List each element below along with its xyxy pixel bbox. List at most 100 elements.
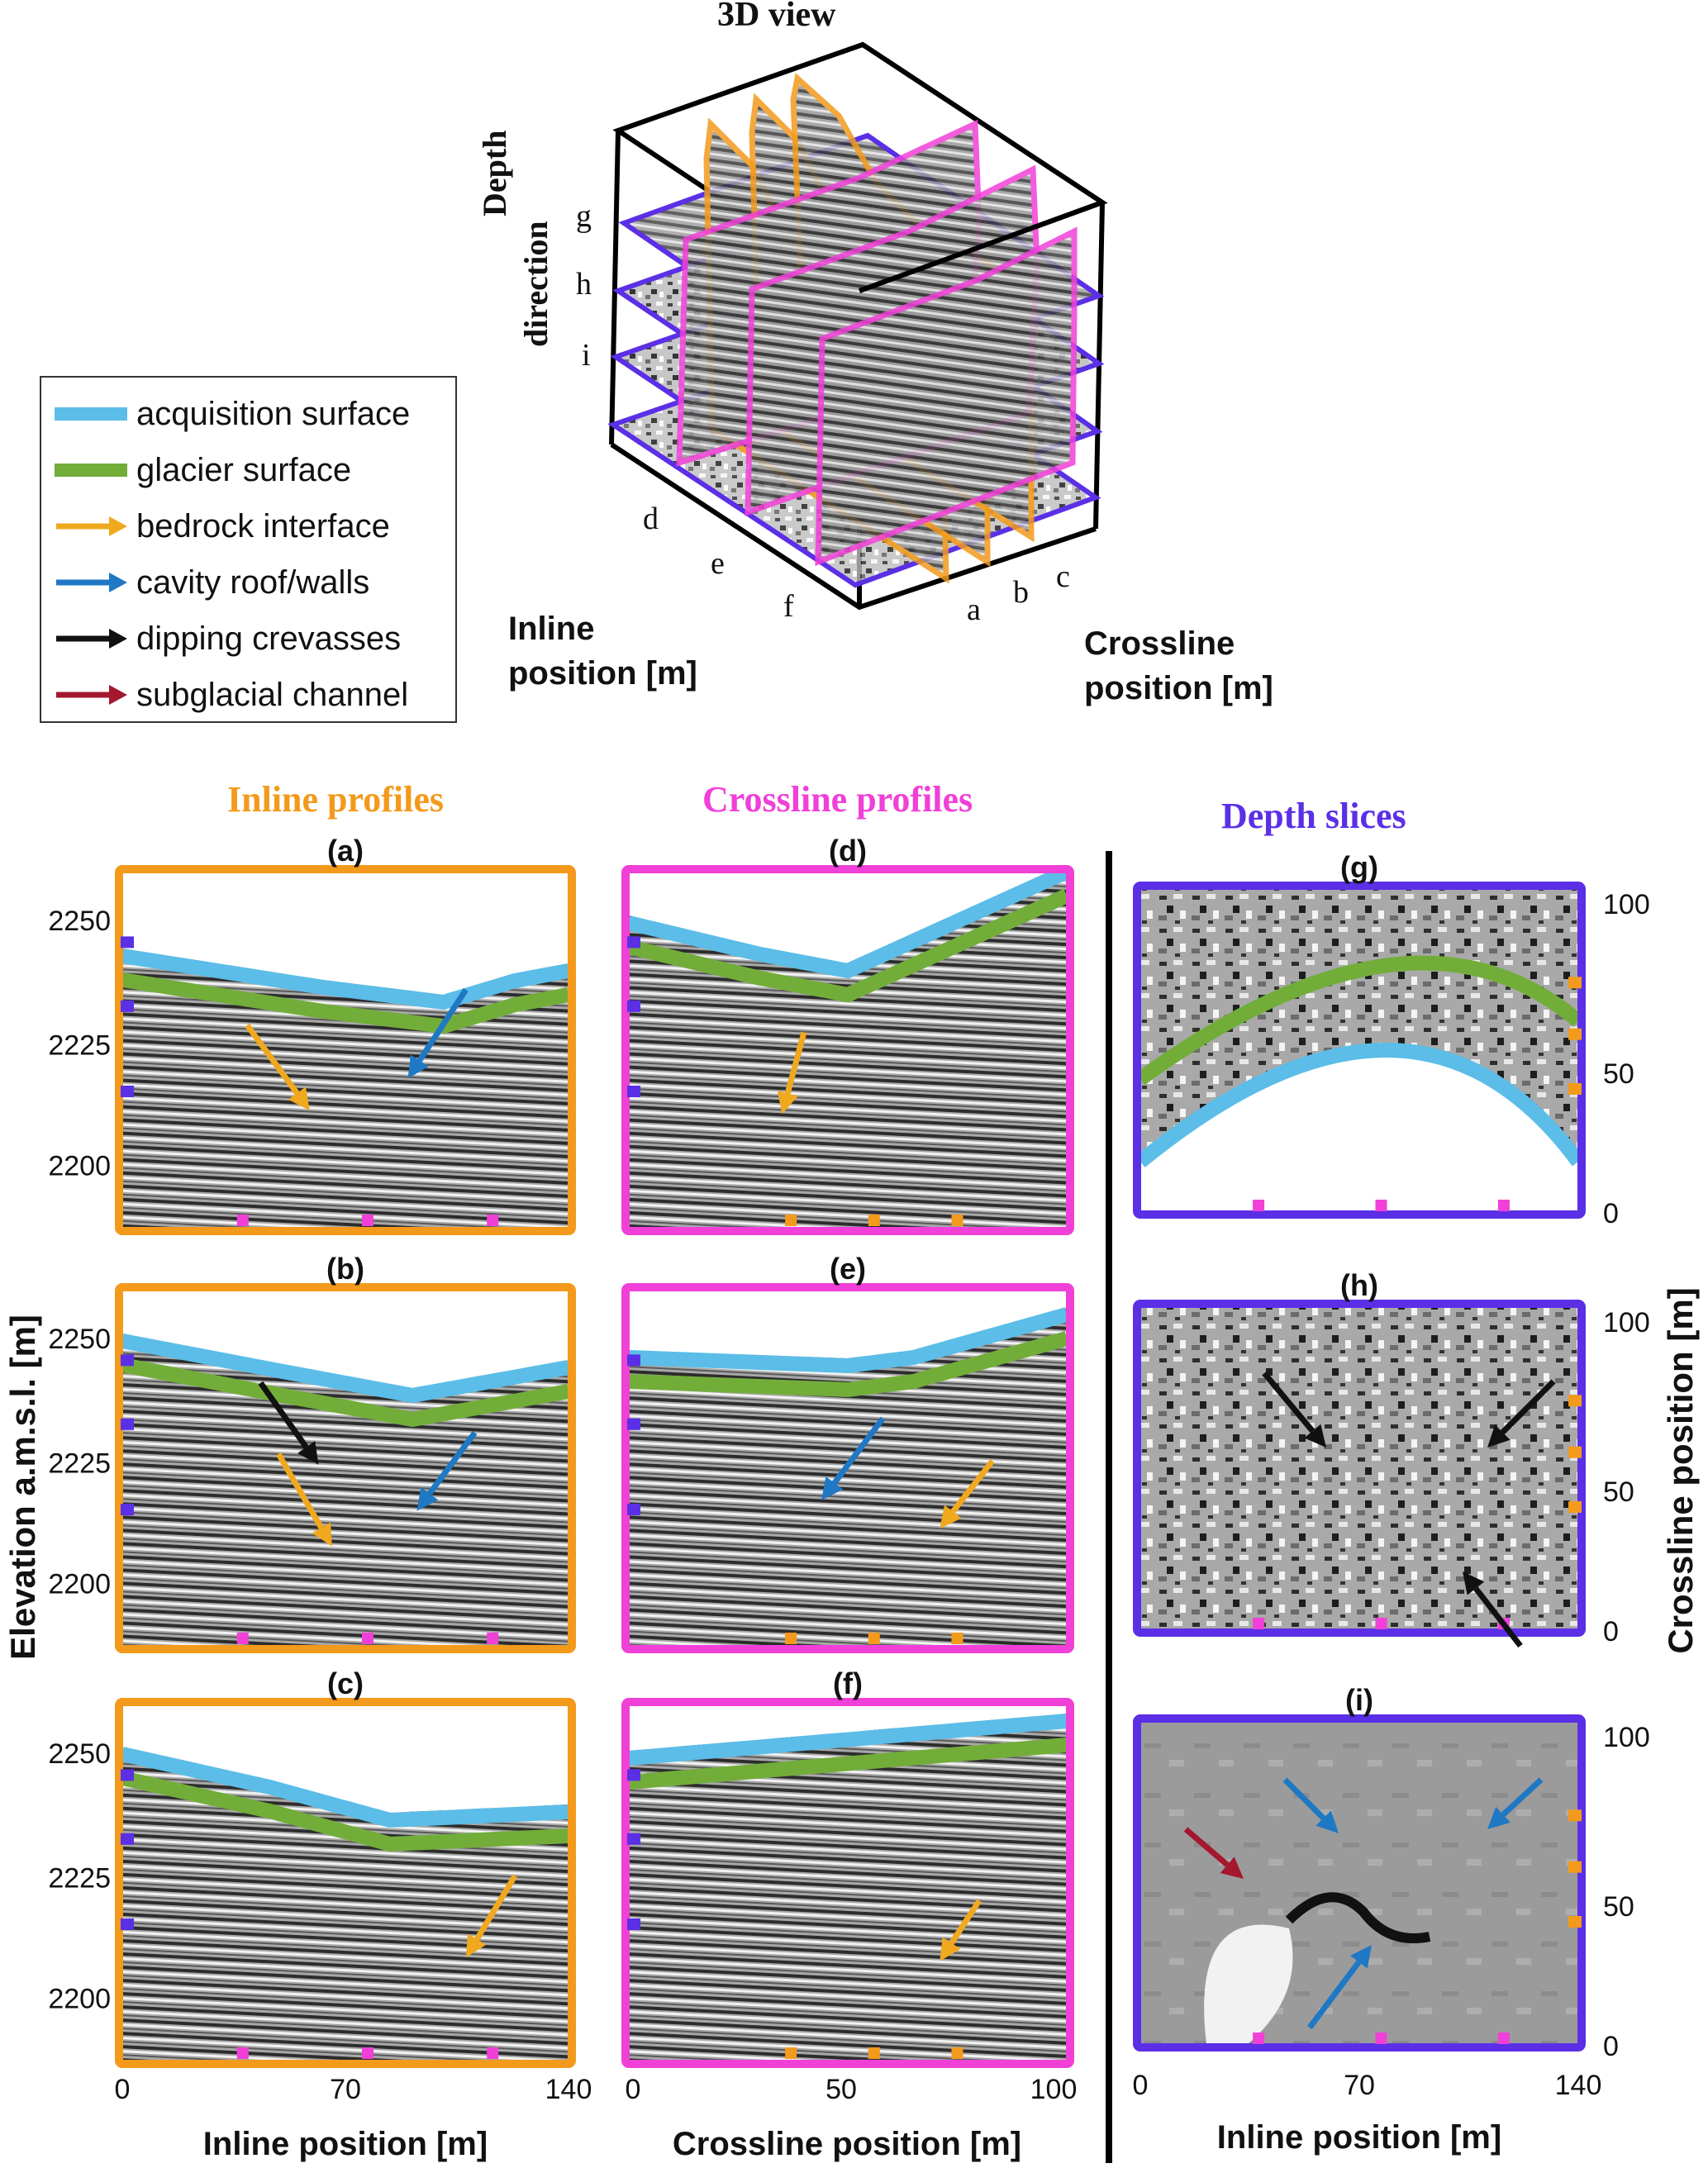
panel-h-marker (1568, 1395, 1582, 1407)
panel-g-marker (1497, 1200, 1510, 1211)
cube-title: 3D view (717, 0, 836, 34)
slice-i-label: i (582, 338, 591, 373)
depth-y-tick-label: 100 (1603, 1722, 1650, 1753)
panel-i-arrow (1307, 1945, 1372, 2030)
depth-y-tick-label: 50 (1603, 1476, 1634, 1508)
panel-h (1133, 1300, 1586, 1637)
depth-y-tick-label: 0 (1603, 1616, 1619, 1647)
inline-tick-label: 140 (545, 2074, 592, 2105)
panel-a-marker (487, 1215, 499, 1226)
elevation-tick-label: 2250 (48, 1324, 111, 1355)
panel-e-arrow (940, 1459, 995, 1529)
channel-arrow-icon (56, 685, 127, 705)
panel-d-air (629, 864, 1067, 963)
legend-item-cavity: cavity roof/walls (41, 556, 455, 612)
panel-i-frame (1133, 1714, 1586, 2052)
cavity-arrow-icon (56, 573, 127, 592)
elevation-tick-label: 2200 (48, 1569, 111, 1600)
panel-a-depth-marker (121, 1000, 134, 1012)
panel-a-acquisition-surface (121, 948, 570, 1010)
panel-i-cavity (1285, 1892, 1431, 1943)
depth-slices-header: Depth slices (1221, 796, 1406, 836)
panel-e-air (629, 1291, 1067, 1358)
panel-a-depth-marker (121, 1086, 134, 1097)
elevation-tick-label: 2200 (48, 1151, 111, 1182)
panel-b (115, 1283, 576, 1653)
legend-item-glacier-surface: glacier surface (41, 444, 455, 500)
panel-g-marker (1375, 1200, 1387, 1211)
depth-y-tick-label: 50 (1603, 1891, 1634, 1923)
acquisition-surface-swatch (55, 407, 127, 421)
panel-i-marker (1497, 2032, 1510, 2044)
panel-a-marker (236, 1215, 249, 1226)
profile-f-label: f (783, 589, 794, 624)
panel-i-marker (1568, 1809, 1582, 1822)
profile-b-label: b (1013, 575, 1029, 610)
panel-c-depth-marker (121, 1918, 134, 1930)
panel-h-marker (1375, 1618, 1387, 1629)
panel-f-frame (621, 1698, 1074, 2068)
panel-a-title: (a) (327, 834, 364, 868)
panel-b-acquisition-surface (121, 1334, 570, 1404)
panel-g-marker (1253, 1200, 1265, 1211)
panel-b-frame (115, 1283, 576, 1653)
crossline-profiles-header: Crossline profiles (702, 779, 973, 820)
inline-tick-label: 0 (115, 2074, 131, 2105)
panel-g-acquisition-surface (1135, 1043, 1585, 1167)
panel-h-frame (1133, 1300, 1586, 1637)
bedrock-arrow-icon (56, 516, 127, 536)
panel-d-depth-marker (627, 1086, 640, 1097)
panel-b-marker (362, 1633, 373, 1644)
panel-h-image (1140, 1307, 1578, 1629)
elevation-tick-label: 2225 (48, 1029, 111, 1061)
cube-diagram (607, 41, 1108, 611)
panel-f-glacier-surface (628, 1738, 1068, 1790)
panel-f-depth-marker (627, 1833, 640, 1845)
panel-e-acquisition-surface (628, 1307, 1069, 1374)
panel-d-glacier-surface (626, 888, 1070, 1003)
panel-a-frame (115, 865, 576, 1235)
depth-y-tick-label: 0 (1603, 2031, 1619, 2062)
panel-e-depth-marker (627, 1354, 640, 1367)
profile-a-label: a (967, 592, 981, 627)
panel-e-glacier-surface (628, 1331, 1069, 1398)
panel-b-depth-marker (121, 1418, 134, 1430)
panel-d-depth-marker (627, 936, 640, 948)
panel-e-arrow (821, 1416, 886, 1500)
crossline-position-axis-label: Crossline position [m] (1661, 1287, 1700, 1653)
panel-d-depth-marker (627, 1000, 640, 1012)
profile-d-label: d (643, 502, 659, 536)
panel-c-air (122, 1705, 569, 1813)
panel-i-marker (1375, 2032, 1387, 2044)
panel-i-arrow (1282, 1777, 1339, 1833)
panel-d-arrow (777, 1031, 807, 1115)
elevation-tick-label: 2225 (48, 1448, 111, 1479)
cube-crossline-axis-label: Crossline position [m] (1084, 625, 1273, 706)
elevation-axis-label: Elevation a.m.s.l. [m] (3, 1315, 42, 1660)
panel-d (621, 864, 1074, 1235)
depth-y-tick-label: 0 (1603, 1198, 1619, 1229)
column-divider (1106, 851, 1112, 2163)
panel-a-arrow (245, 1023, 310, 1111)
panel-b-depth-marker (121, 1504, 134, 1515)
panel-c-frame (115, 1698, 576, 2068)
panel-h-marker (1253, 1618, 1265, 1629)
elevation-tick-label: 2250 (48, 1738, 111, 1770)
panel-b-marker (487, 1633, 499, 1644)
panel-f-marker (868, 2047, 880, 2059)
elevation-tick-label: 2225 (48, 1862, 111, 1894)
panel-f-depth-marker (627, 1918, 640, 1930)
panel-a-air (122, 872, 569, 995)
depth-inline-axis-label: Inline position [m] (1217, 2119, 1501, 2156)
panel-f-arrow (940, 1899, 982, 1961)
glacier-surface-swatch (55, 464, 127, 477)
panel-e-depth-marker (627, 1418, 640, 1430)
panel-e-marker (951, 1633, 963, 1644)
panel-e-depth-marker (627, 1504, 640, 1515)
panel-i-marker (1568, 1861, 1582, 1873)
panel-i-arrow (1183, 1827, 1244, 1879)
legend-item-channel: subglacial channel (41, 668, 455, 725)
depth-inline-tick-label: 0 (1133, 2070, 1149, 2101)
panel-f-depth-marker (627, 1769, 640, 1781)
